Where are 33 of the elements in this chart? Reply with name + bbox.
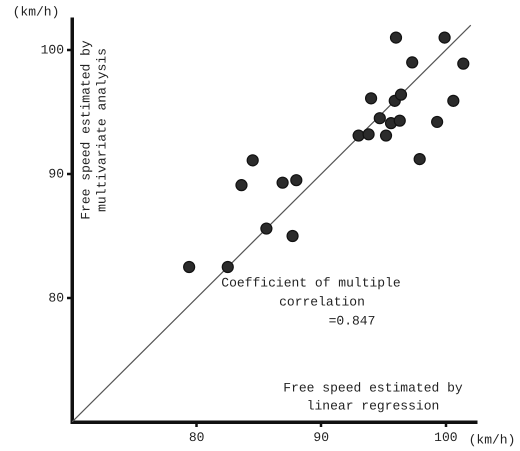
point <box>457 58 470 70</box>
point <box>414 153 426 166</box>
point <box>235 179 248 192</box>
point <box>364 92 378 104</box>
x-tick-label: 80 <box>188 430 204 446</box>
point <box>406 56 418 68</box>
point <box>290 174 302 186</box>
point <box>362 128 375 140</box>
x-tick-label: 90 <box>313 430 330 446</box>
annotation: Coefficient of multiple correlation =0.847 <box>221 275 401 328</box>
x-tick-label: 100 <box>434 430 458 446</box>
point <box>246 154 259 166</box>
point <box>374 112 386 124</box>
point <box>394 114 406 127</box>
x-axis-title: Free speed estimated by linear regression <box>283 380 463 414</box>
point <box>286 230 299 242</box>
point <box>352 129 365 142</box>
y-tick-label: 100 <box>40 42 64 58</box>
point <box>394 88 408 101</box>
text: (km/h) <box>468 432 516 448</box>
point <box>438 32 451 44</box>
point <box>183 260 196 274</box>
point <box>380 129 392 142</box>
point <box>260 222 272 235</box>
point <box>276 176 289 189</box>
point <box>431 116 444 128</box>
point <box>390 32 402 44</box>
text: (km/h) <box>12 4 60 20</box>
y-tick-label: 90 <box>48 166 64 182</box>
point <box>447 94 460 107</box>
y-tick-label: 80 <box>48 290 64 306</box>
y-axis-title: Free speed estimated by multivariate analysis <box>78 40 110 220</box>
point <box>222 260 234 274</box>
